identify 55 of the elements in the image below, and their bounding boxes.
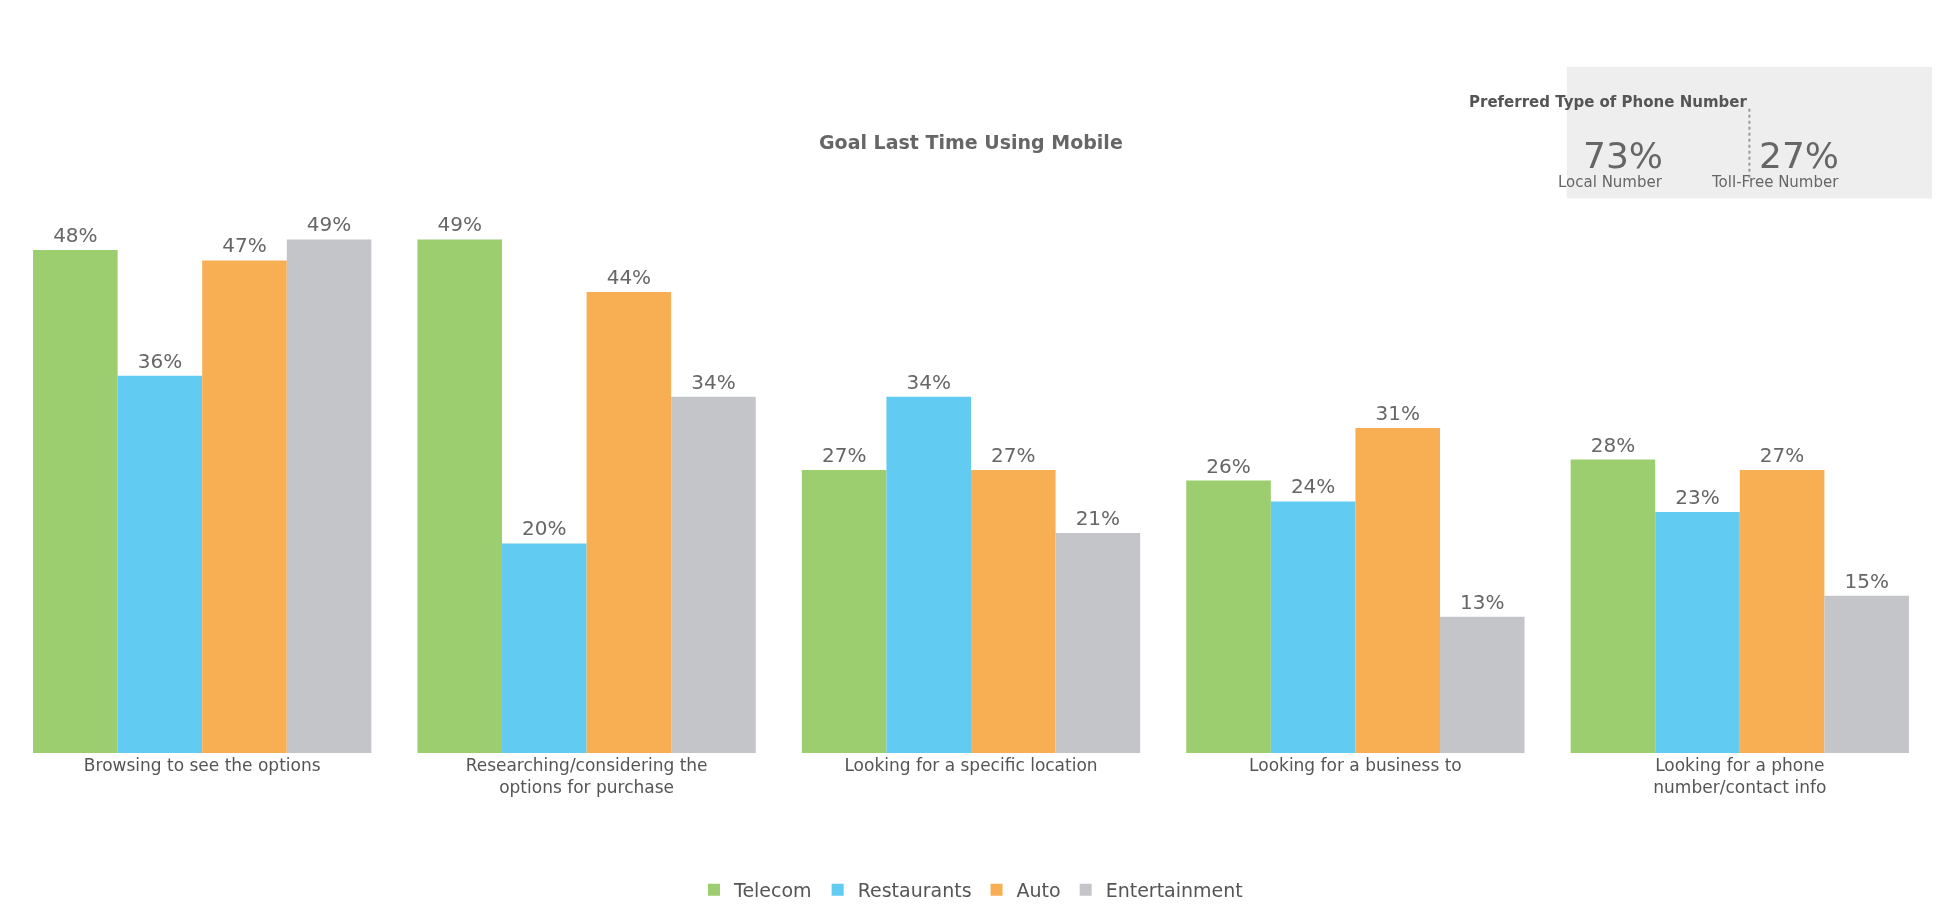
bar: [886, 396, 971, 753]
bar: [801, 470, 887, 753]
data-label: 47%: [222, 233, 267, 258]
bar: [33, 249, 118, 753]
data-label: 20%: [522, 516, 567, 541]
data-label: 34%: [906, 369, 951, 394]
data-label: 36%: [137, 348, 183, 373]
data-label: 24%: [1290, 474, 1336, 499]
data-label: 23%: [1675, 484, 1720, 509]
bar: [117, 375, 203, 753]
bar: [417, 239, 503, 753]
legend-label: Entertainment: [1105, 879, 1243, 902]
bar: [971, 470, 1056, 753]
legend-label: Restaurants: [857, 879, 972, 902]
x-tick-label: Looking for a business to: [1249, 755, 1462, 775]
bar: [671, 396, 756, 753]
x-tick-label: Looking for a specific location: [844, 755, 1098, 775]
legend-label: Auto: [1016, 879, 1061, 902]
data-label: 27%: [991, 443, 1036, 468]
bar: [286, 239, 372, 753]
data-label: 15%: [1844, 568, 1889, 593]
bar: [1824, 595, 1909, 753]
text: 73%: [1583, 135, 1664, 176]
text: Preferred Type of Phone Number: [1469, 93, 1748, 111]
data-label: 48%: [53, 222, 98, 247]
bar: [1570, 459, 1656, 753]
data-label: 34%: [691, 369, 736, 394]
bar: [1186, 480, 1271, 753]
data-label: 31%: [1375, 401, 1420, 426]
data-label: 27%: [1759, 443, 1805, 468]
x-tick-label: Browsing to see the options: [83, 755, 321, 775]
text: 27%: [1759, 135, 1840, 176]
text: Toll-Free Number: [1711, 173, 1840, 191]
bar: [1655, 511, 1740, 753]
data-label: 21%: [1075, 505, 1121, 530]
data-label: 26%: [1206, 453, 1251, 478]
bar: [202, 260, 287, 753]
bar: [1270, 501, 1356, 753]
data-label: 27%: [821, 443, 867, 468]
bar: [1055, 532, 1141, 753]
data-label: 49%: [306, 212, 352, 237]
x-tick-label: Researching/considering the options for purchase: [465, 755, 708, 798]
legend-label: Telecom: [733, 879, 812, 902]
x-tick-label: Looking for a phone number/contact info: [1653, 755, 1827, 798]
bar: [1739, 470, 1825, 753]
data-label: 13%: [1460, 589, 1505, 614]
data-label: 28%: [1590, 432, 1636, 457]
text: Local Number: [1558, 173, 1663, 191]
bar: [502, 543, 587, 753]
data-label: 49%: [437, 212, 482, 237]
bar: [586, 291, 672, 753]
bar: [1439, 616, 1525, 753]
bar: [1355, 428, 1440, 753]
data-label: 44%: [606, 264, 652, 289]
chart-title: Goal Last Time Using Mobile: [819, 131, 1123, 153]
